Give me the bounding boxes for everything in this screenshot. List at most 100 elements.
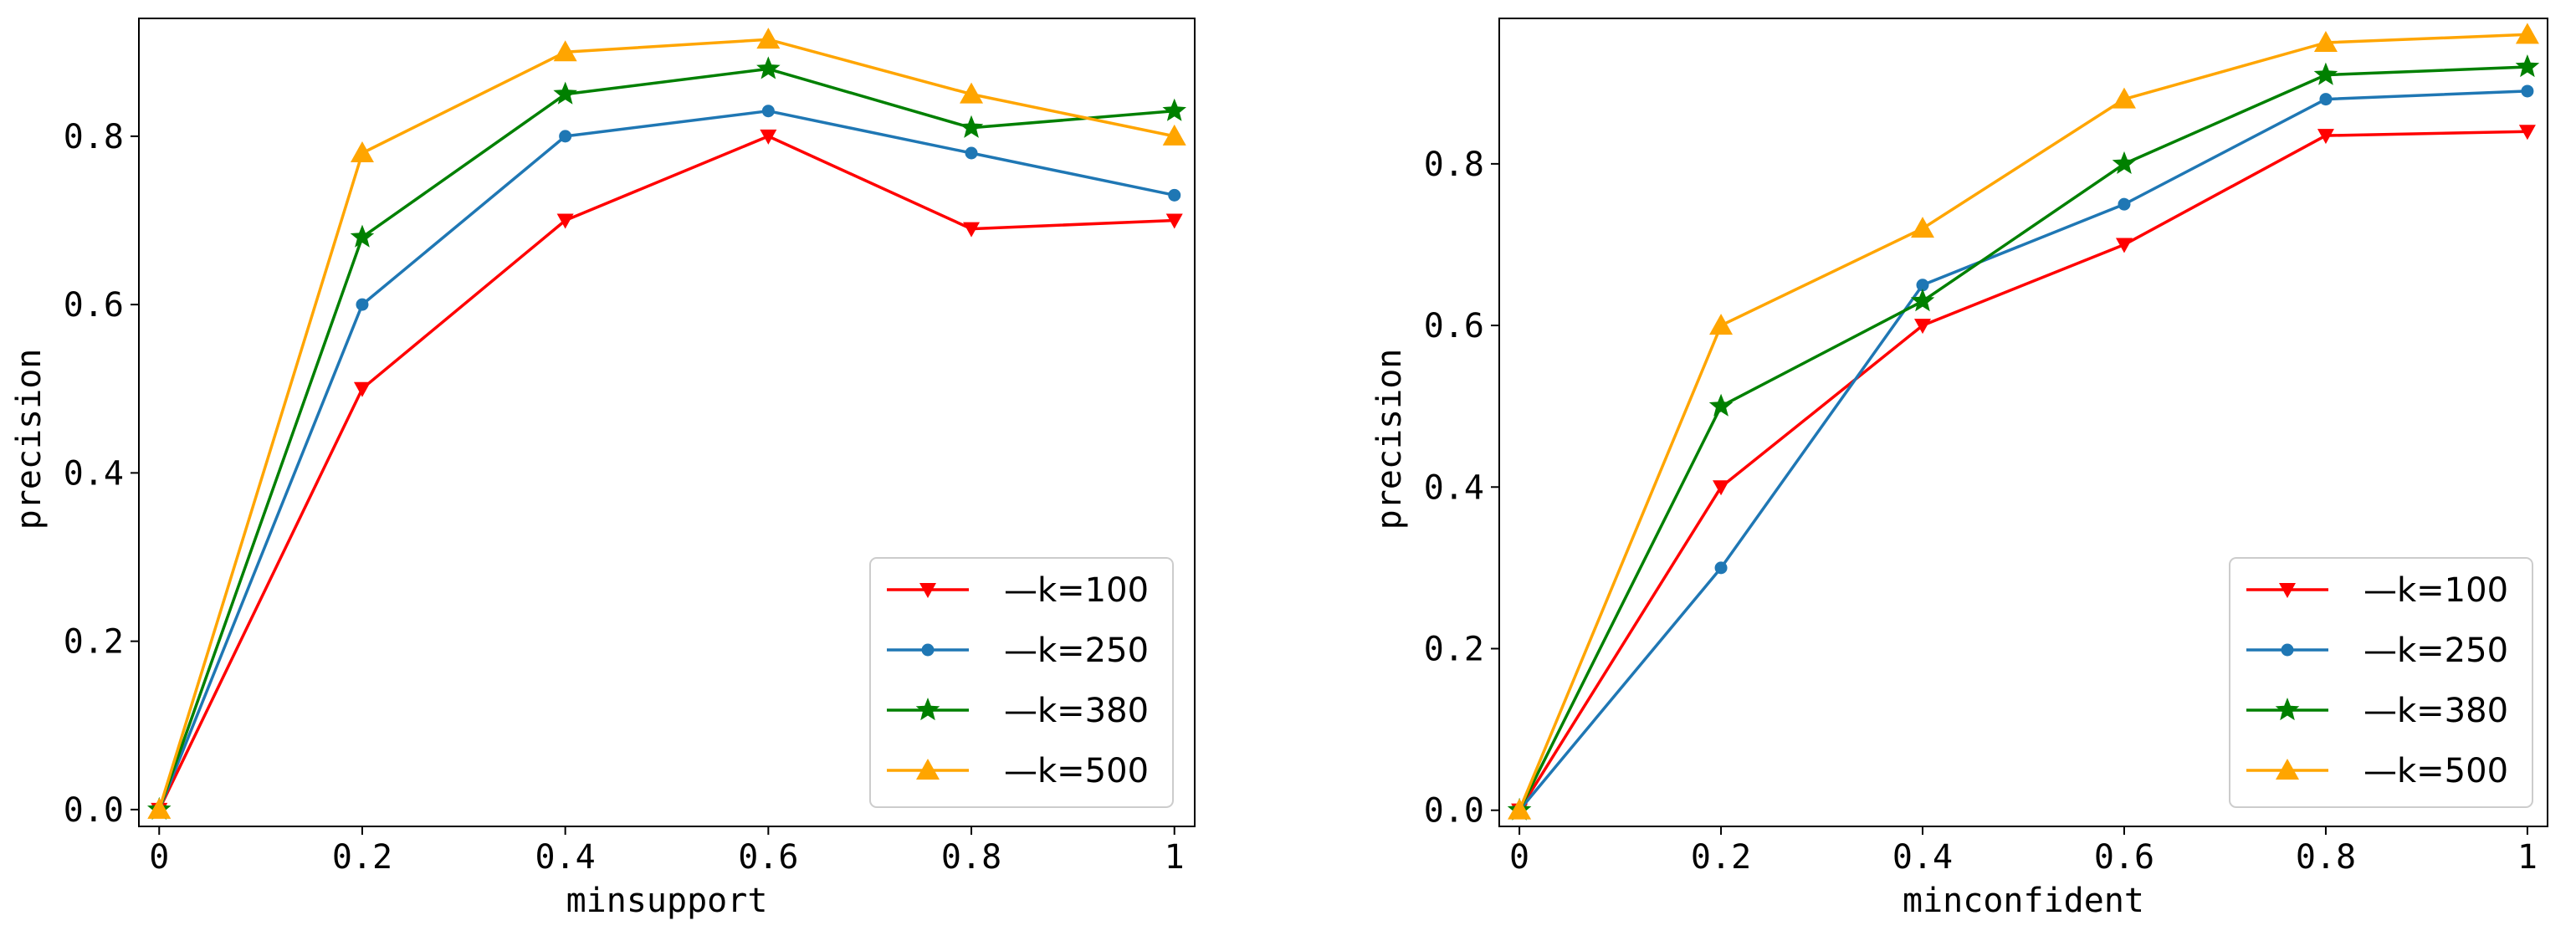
- data-point: [2313, 62, 2338, 85]
- data-point: [959, 115, 984, 138]
- legend: —k=100 —k=250 —k=380 —k=500: [869, 557, 1174, 808]
- legend-label: —k=380: [1004, 692, 1149, 730]
- x-axis-label: minsupport: [566, 882, 768, 920]
- data-point: [1709, 314, 1734, 335]
- x-tick-label: 0.2: [332, 838, 392, 877]
- x-tick-label: 1: [1165, 838, 1185, 877]
- data-point: [356, 298, 369, 311]
- legend: —k=100 —k=250 —k=380 —k=500: [2229, 557, 2533, 808]
- x-tick-label: 0.6: [2094, 838, 2154, 877]
- data-point: [1162, 124, 1186, 146]
- legend-marker: [915, 698, 940, 721]
- legend-entry: —k=250: [887, 632, 1149, 670]
- data-point: [1910, 289, 1935, 312]
- data-point: [2313, 30, 2338, 52]
- data-point: [147, 797, 172, 819]
- y-tick-label: 0.4: [1424, 468, 1484, 507]
- data-point: [756, 28, 781, 49]
- data-point: [1165, 213, 1183, 229]
- legend-entry: —k=100: [2246, 571, 2508, 610]
- x-tick-label: 0.2: [1691, 838, 1751, 877]
- legend-label: —k=380: [2363, 692, 2508, 730]
- data-point: [1162, 98, 1186, 121]
- legend-marker: [921, 643, 935, 657]
- legend-label: —k=500: [2363, 752, 2508, 790]
- data-point: [2112, 151, 2137, 174]
- x-tick-label: 0.4: [535, 838, 596, 877]
- x-tick-label: 0: [1509, 838, 1529, 877]
- data-point: [1911, 217, 1935, 238]
- legend-marker: [2279, 583, 2296, 598]
- legend-marker: [916, 759, 940, 780]
- y-axis-label: precision: [1370, 349, 1409, 530]
- data-point: [2319, 93, 2333, 106]
- legend-label: —k=100: [1004, 571, 1149, 610]
- data-point: [1168, 188, 1181, 202]
- legend-box: [869, 557, 1174, 808]
- legend-label: —k=250: [1004, 632, 1149, 670]
- data-point: [2115, 238, 2133, 253]
- legend-entry: —k=500: [887, 752, 1149, 790]
- y-tick-label: 0.2: [64, 623, 124, 662]
- legend-entry: —k=500: [2246, 752, 2508, 790]
- x-tick-label: 0.4: [1892, 838, 1953, 877]
- y-tick-label: 0.8: [1424, 146, 1484, 184]
- data-point: [350, 224, 375, 248]
- data-point: [2317, 129, 2334, 145]
- series-line: [157, 135, 1175, 811]
- legend-marker: [2275, 698, 2300, 721]
- data-point: [965, 146, 978, 160]
- legend-entry: —k=380: [887, 692, 1149, 730]
- y-tick-label: 0.6: [64, 286, 124, 325]
- series-line: [1518, 65, 2527, 811]
- series-line: [1518, 89, 2527, 811]
- legend-label: —k=250: [2363, 632, 2508, 670]
- chart-panel-2: 0 0.2 0.4 0.6 0.8 1 0.0 0.2 0.4 0.6 0.8 minconfiden…: [1370, 18, 2548, 920]
- data-point: [1508, 798, 1532, 820]
- legend-entry: —k=380: [2246, 692, 2508, 730]
- series-line: [1518, 33, 2527, 811]
- x-axis-label: minconfident: [1903, 882, 2144, 920]
- data-point: [760, 129, 777, 145]
- data-point: [2521, 84, 2534, 98]
- y-tick-label: 0.2: [1424, 630, 1484, 668]
- series-k500: [1508, 23, 2539, 820]
- chart-panel-1: 0 0.2 0.4 0.6 0.8 1 0.0 0.2 0.4 0.6 0.8 minsupport p…: [10, 18, 1196, 920]
- legend-marker: [919, 583, 936, 598]
- data-point: [350, 141, 374, 162]
- y-tick-label: 0.4: [64, 454, 124, 493]
- series-line: [157, 38, 1175, 811]
- legend-label: —k=100: [2363, 571, 2508, 610]
- series-k500: [147, 28, 1186, 819]
- data-point: [960, 82, 984, 104]
- y-axis-label: precision: [10, 349, 49, 530]
- data-point: [2518, 125, 2536, 141]
- data-point: [553, 81, 577, 105]
- series-line: [157, 67, 1175, 811]
- legend-marker: [2276, 759, 2299, 780]
- y-tick-label: 0.0: [64, 791, 124, 830]
- data-point: [1713, 480, 1730, 496]
- data-point: [963, 222, 981, 238]
- x-tick-label: 1: [2517, 838, 2538, 877]
- plot-frame: [1498, 18, 2548, 827]
- series-line: [157, 109, 1175, 811]
- data-point: [2515, 23, 2539, 44]
- series-line: [1518, 130, 2527, 811]
- legend-entry: —k=100: [887, 571, 1149, 610]
- plot-frame: [138, 18, 1196, 827]
- data-point: [2112, 87, 2136, 109]
- y-tick-label: 0.6: [1424, 307, 1484, 345]
- y-tick-label: 0.0: [1424, 792, 1484, 831]
- data-point: [353, 381, 371, 397]
- legend-entry: —k=250: [2246, 632, 2508, 670]
- data-point: [756, 56, 781, 79]
- data-point: [761, 105, 775, 118]
- data-point: [556, 213, 574, 229]
- x-tick-label: 0.8: [2296, 838, 2356, 877]
- data-point: [553, 40, 577, 62]
- data-point: [2515, 54, 2540, 78]
- data-point: [2118, 197, 2131, 211]
- y-tick-label: 0.8: [64, 118, 124, 156]
